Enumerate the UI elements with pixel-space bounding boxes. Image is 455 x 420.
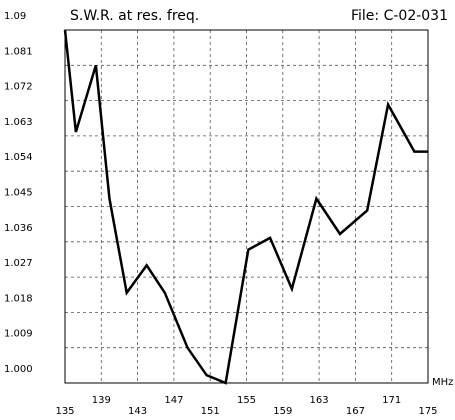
y-tick-label: 1.054 xyxy=(4,152,33,163)
plot-frame xyxy=(64,29,429,384)
chart-title: S.W.R. at res. freq. xyxy=(70,8,199,24)
y-tick-label: 1.09 xyxy=(4,11,26,22)
x-tick-label: 143 xyxy=(128,406,147,417)
y-tick-label: 1.036 xyxy=(4,223,33,234)
y-tick-label: 1.045 xyxy=(4,188,33,199)
x-tick-label: 155 xyxy=(237,395,256,406)
x-tick-label: 159 xyxy=(273,406,292,417)
y-tick-label: 1.027 xyxy=(4,258,33,269)
y-tick-label: 1.072 xyxy=(4,82,33,93)
y-tick-label: 1.009 xyxy=(4,329,33,340)
x-tick-label: 167 xyxy=(346,406,365,417)
x-tick-label: 175 xyxy=(418,406,437,417)
x-unit: MHz xyxy=(432,377,453,388)
data-line xyxy=(63,29,428,385)
y-tick-label: 1.081 xyxy=(4,46,33,57)
x-tick-label: 163 xyxy=(310,395,329,406)
x-tick-label: 139 xyxy=(92,395,111,406)
x-tick-label: 147 xyxy=(164,395,183,406)
y-tick-label: 1.063 xyxy=(4,117,33,128)
file-label: File: C-02-031 xyxy=(351,8,448,24)
y-tick-label: 1.000 xyxy=(4,364,33,375)
x-tick-label: 151 xyxy=(201,406,220,417)
y-tick-label: 1.018 xyxy=(4,293,33,304)
x-tick-label: 171 xyxy=(382,395,401,406)
x-tick-label: 135 xyxy=(55,406,74,417)
